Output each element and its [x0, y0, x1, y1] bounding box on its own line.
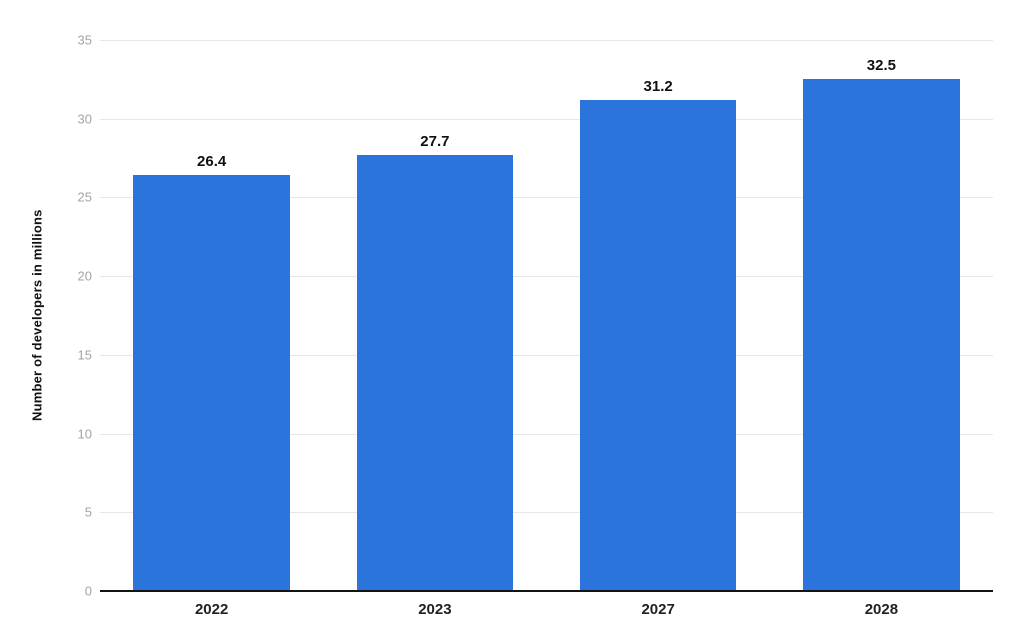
gridline-35 — [100, 40, 993, 41]
bar-2028[interactable] — [803, 79, 960, 591]
x-axis-label-2023: 2023 — [418, 601, 452, 618]
x-axis-label-2022: 2022 — [194, 601, 229, 618]
gridline-30 — [100, 118, 993, 120]
y-tick-label: 5 — [84, 504, 92, 520]
bar-value-label: 32.5 — [866, 57, 896, 75]
bar-group-2027: 31.2 — [547, 40, 770, 591]
bar-2023[interactable] — [356, 154, 513, 591]
bar-value-label: 26.4 — [197, 153, 227, 171]
gridline-25 — [100, 197, 993, 199]
gridline-20 — [100, 276, 993, 278]
gridline-5 — [100, 512, 993, 514]
bar-group-2028: 32.5 — [770, 40, 993, 591]
bar-2022[interactable] — [133, 175, 290, 591]
bar-value-label: 27.7 — [420, 132, 450, 150]
x-axis-line — [100, 590, 993, 592]
bar-group-2023: 27.7 — [323, 40, 546, 591]
y-tick-label: 20 — [77, 268, 92, 284]
y-axis-tick-labels: 0 5 10 15 20 25 30 35 — [0, 33, 92, 599]
x-axis-labels: 2022 2023 2027 2028 — [100, 591, 993, 631]
y-tick-label: 35 — [77, 32, 92, 48]
plot-area: 26.4 27.7 31.2 32.5 — [100, 40, 993, 592]
y-tick-label: 30 — [77, 111, 92, 127]
y-tick-label: 25 — [77, 189, 92, 205]
y-tick-label: 0 — [84, 583, 92, 599]
bar-2027[interactable] — [579, 99, 737, 591]
bar-value-label: 31.2 — [643, 77, 673, 95]
x-axis-label-2027: 2027 — [641, 601, 675, 618]
y-tick-label: 10 — [77, 426, 92, 442]
gridline-15 — [100, 354, 993, 356]
bars-container: 26.4 27.7 31.2 32.5 — [100, 40, 993, 591]
y-tick-label: 15 — [77, 347, 92, 363]
gridline-10 — [100, 433, 993, 435]
bar-group-2022: 26.4 — [100, 40, 323, 591]
x-axis-label-2028: 2028 — [864, 601, 899, 618]
